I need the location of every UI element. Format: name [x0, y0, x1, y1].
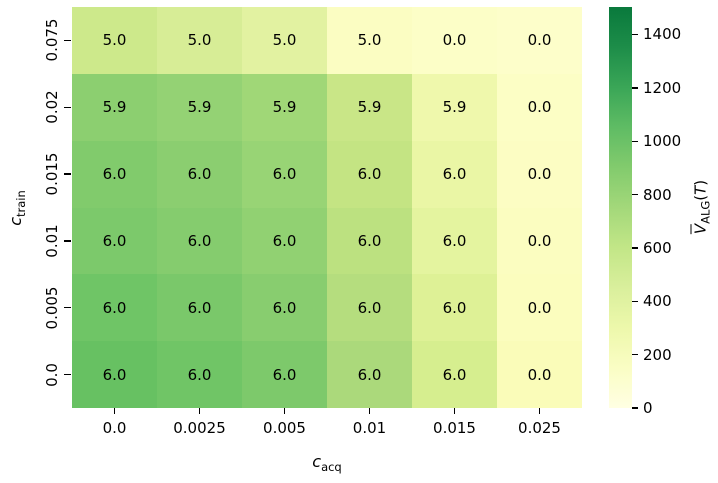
y-tick-mark — [64, 240, 71, 242]
heatmap-cell: 6.0 — [157, 140, 242, 208]
heatmap-cell: 5.9 — [412, 73, 497, 141]
x-tick-label-text: 0.005 — [263, 419, 306, 437]
heatmap-cell: 0.0 — [412, 7, 497, 74]
colorbar-tick-label: 400 — [643, 292, 672, 311]
x-axis-subscript: acq — [321, 460, 342, 475]
heatmap-cell: 6.0 — [157, 274, 242, 342]
colorbar-arg-close: ) — [691, 179, 710, 186]
y-tick-label-text: 0.015 — [43, 152, 61, 196]
heatmap-cell: 6.0 — [72, 341, 157, 408]
heatmap-cell: 6.0 — [72, 274, 157, 342]
colorbar-arg-open: ( — [691, 194, 710, 201]
y-tick-mark — [64, 373, 71, 376]
colorbar-tick-label: 1200 — [643, 78, 682, 97]
colorbar — [609, 7, 632, 408]
colorbar-tick-mark — [632, 407, 638, 409]
heatmap-cell: 0.0 — [497, 73, 582, 141]
colorbar-tick-mark — [632, 87, 638, 89]
heatmap-cell: 6.0 — [412, 207, 497, 275]
y-tick-mark — [64, 307, 71, 309]
heatmap-grid: 5.0 5.0 5.0 5.0 0.0 0.0 5.9 5.9 5.9 5.9 5.9 0.0 6.0 6… — [72, 7, 582, 408]
heatmap-cell: 0.0 — [497, 7, 582, 74]
x-tick-label-text: 0.0 — [102, 419, 127, 437]
heatmap-cell: 6.0 — [157, 341, 242, 408]
heatmap-cell: 0.0 — [497, 140, 582, 208]
y-tick-label-text: 0.02 — [43, 90, 61, 124]
y-tick-mark — [64, 173, 71, 175]
heatmap-cell: 5.0 — [327, 7, 412, 74]
x-tick-mark — [368, 408, 371, 414]
heatmap-cell: 5.9 — [327, 73, 412, 141]
heatmap-cell: 0.0 — [497, 207, 582, 275]
heatmap-cell: 5.9 — [157, 73, 242, 141]
heatmap-cell: 6.0 — [242, 274, 327, 342]
heatmap-cell: 6.0 — [242, 207, 327, 275]
heatmap-cell: 6.0 — [327, 341, 412, 408]
y-tick-mark — [64, 39, 71, 42]
y-tick-mark — [64, 106, 71, 108]
heatmap-cell: 5.0 — [242, 7, 327, 74]
colorbar-arg-symbol: T — [691, 185, 710, 195]
y-tick-label-text: 0.075 — [43, 18, 61, 62]
heatmap-cell: 6.0 — [72, 140, 157, 208]
heatmap-cell: 5.9 — [242, 73, 327, 141]
heatmap-cell: 0.0 — [497, 341, 582, 408]
colorbar-tick-label: 1400 — [643, 25, 682, 44]
x-tick-mark — [283, 408, 286, 414]
x-tick-mark — [453, 408, 456, 414]
colorbar-tick-label: 800 — [643, 185, 672, 204]
heatmap-cell: 6.0 — [412, 341, 497, 408]
heatmap-cell: 6.0 — [327, 274, 412, 342]
y-tick-label-text: 0.01 — [43, 224, 61, 258]
heatmap-cell: 6.0 — [157, 207, 242, 275]
colorbar-tick-label: 200 — [643, 345, 672, 364]
heatmap-cell: 5.0 — [72, 7, 157, 74]
colorbar-tick-label: 1000 — [643, 132, 682, 151]
heatmap-cell: 6.0 — [242, 341, 327, 408]
heatmap-cell: 6.0 — [412, 140, 497, 208]
x-tick-label-text: 0.01 — [352, 419, 387, 437]
y-axis-subscript: train — [14, 190, 29, 217]
colorbar-tick-mark — [632, 33, 638, 36]
colorbar-tick-mark — [632, 353, 638, 356]
x-axis-symbol: c — [312, 451, 322, 471]
heatmap-cell: 5.0 — [157, 7, 242, 74]
colorbar-tick-label: 0 — [643, 399, 653, 417]
y-tick-label-text: 0.0 — [43, 362, 61, 387]
colorbar-tick-mark — [632, 140, 638, 142]
colorbar-tick-mark — [632, 193, 638, 196]
x-tick-label-text: 0.0025 — [173, 419, 226, 437]
heatmap-cell: 5.9 — [72, 73, 157, 141]
x-tick-mark — [538, 408, 541, 414]
colorbar-tick-label: 600 — [643, 238, 672, 257]
colorbar-symbol: V — [690, 223, 710, 235]
heatmap-cell: 6.0 — [242, 140, 327, 208]
x-tick-label-text: 0.025 — [518, 419, 561, 437]
colorbar-tick-mark — [632, 247, 638, 249]
colorbar-tick-mark — [632, 300, 638, 302]
x-tick-mark — [113, 408, 116, 414]
heatmap-cell: 6.0 — [412, 274, 497, 342]
y-tick-label-text: 0.005 — [43, 286, 61, 330]
colorbar-subscript: ALG — [698, 200, 713, 224]
heatmap-cell: 6.0 — [72, 207, 157, 275]
x-tick-label-text: 0.015 — [433, 419, 476, 437]
x-tick-mark — [198, 408, 201, 414]
y-axis-symbol: c — [5, 216, 25, 226]
heatmap-cell: 0.0 — [497, 274, 582, 342]
heatmap-cell: 6.0 — [327, 140, 412, 208]
heatmap-cell: 6.0 — [327, 207, 412, 275]
